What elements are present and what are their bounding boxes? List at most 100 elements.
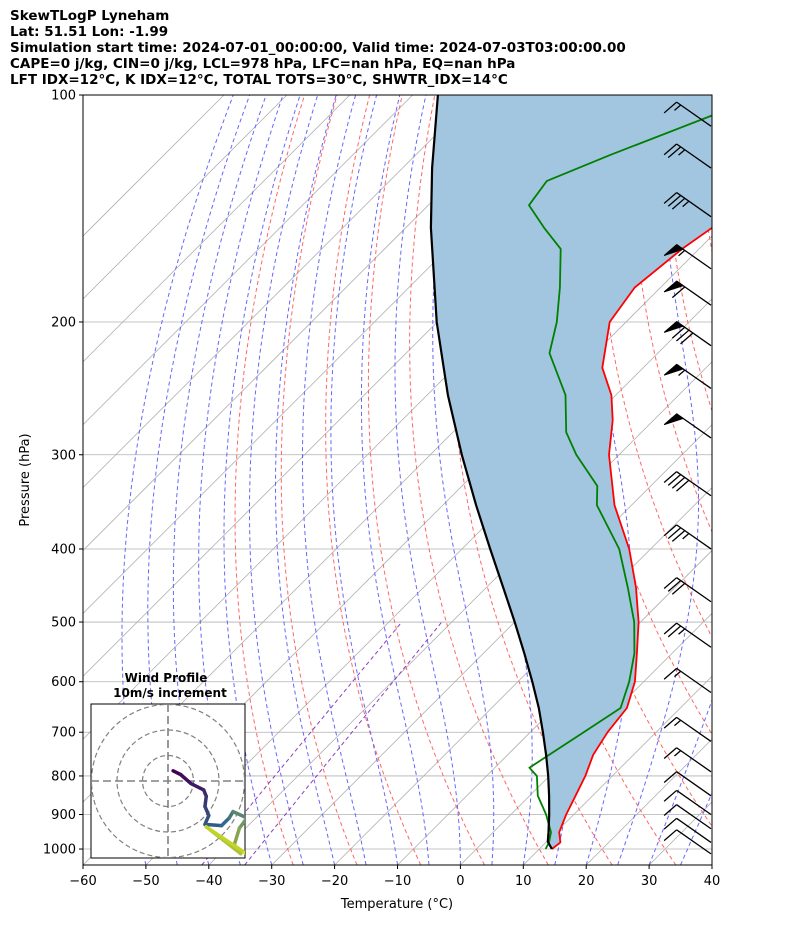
barb-staff (676, 747, 712, 773)
dry-adiabat (325, 95, 422, 865)
barb-full (663, 524, 678, 537)
wind-barb (663, 320, 712, 347)
barb-full (663, 747, 678, 760)
barb-full (663, 716, 678, 729)
wind-barb (663, 817, 712, 843)
barb-staff (676, 667, 712, 694)
chart-header: SkewTLogP Lyneham Lat: 51.51 Lon: -1.99 … (10, 8, 626, 88)
isotherm (271, 424, 712, 865)
barb-full (667, 527, 682, 540)
inset-subtitle: 10m/s increment (113, 686, 227, 700)
inset-title: Wind Profile (125, 671, 208, 685)
wind-barb (663, 244, 712, 270)
hodograph-segment (189, 781, 206, 792)
barb-staff (676, 771, 712, 797)
barb-staff (676, 192, 712, 218)
moist-adiabat (249, 95, 319, 865)
moist-adiabat (223, 95, 301, 865)
barb-full (671, 326, 686, 339)
barb-full (680, 332, 694, 345)
moist-adiabat (394, 95, 461, 865)
barb-half (682, 532, 690, 540)
moist-adiabat (648, 698, 712, 865)
moist-adiabat (432, 95, 495, 865)
dry-adiabat (629, 95, 712, 533)
wind-barb (663, 363, 712, 389)
cape-text: CAPE=0 j/kg, CIN=0 j/kg, LCL=978 hPa, LF… (10, 56, 516, 72)
x-tick-label: 10 (515, 874, 532, 889)
index-text: LFT IDX=12°C, K IDX=12°C, TOTAL TOTS=30°… (10, 72, 508, 88)
barb-full (663, 622, 678, 635)
dry-adiabat (409, 95, 549, 865)
barb-staff (676, 101, 712, 127)
barb-full (663, 577, 678, 589)
barb-staff (676, 577, 712, 603)
isotherm (83, 95, 225, 237)
barb-half (678, 628, 686, 635)
y-tick-label: 300 (51, 448, 76, 463)
temperature-line (551, 226, 712, 850)
y-tick-label: 700 (51, 726, 76, 741)
parcel-line (429, 95, 553, 850)
barb-half (674, 750, 682, 757)
location-text: Lat: 51.51 Lon: -1.99 (10, 24, 169, 40)
barb-staff (676, 829, 712, 855)
isotherm (83, 95, 288, 300)
y-tick-label: 200 (51, 315, 76, 330)
hodograph-ring (91, 704, 245, 858)
dry-adiabat (367, 95, 485, 865)
barb-flag (663, 363, 685, 376)
barb-full (663, 771, 678, 784)
moist-adiabat (617, 95, 699, 865)
barb-full (663, 143, 678, 156)
hodograph (91, 704, 245, 858)
time-text: Simulation start time: 2024-07-01_00:00:… (10, 40, 626, 56)
x-tick-label: 20 (578, 874, 595, 889)
x-tick-label: −40 (195, 874, 222, 889)
barb-full (671, 582, 686, 595)
chart-title: SkewTLogP Lyneham (10, 8, 170, 24)
wind-barb (663, 804, 712, 830)
wind-barb (663, 101, 712, 127)
hodograph-segment (232, 826, 242, 847)
dry-adiabat (728, 95, 794, 865)
plot-area (83, 95, 794, 865)
barb-full (671, 286, 686, 299)
moist-adiabat (361, 95, 430, 865)
isotherm (711, 864, 712, 865)
barb-full (663, 101, 678, 114)
barb-full (676, 479, 690, 492)
dry-adiabat (761, 95, 794, 865)
barb-full (671, 197, 686, 210)
wind-barb (663, 524, 712, 550)
wind-barb (663, 747, 712, 773)
barb-staff (676, 789, 712, 816)
isotherm (83, 95, 476, 489)
y-axis-label: Pressure (hPa) (18, 433, 33, 526)
barb-full (671, 530, 686, 542)
barb-flag (663, 244, 685, 256)
wind-barbs (663, 101, 712, 855)
x-axis-label: Temperature (°C) (340, 897, 453, 912)
x-tick-label: −20 (321, 874, 348, 889)
hodograph-segment (219, 816, 231, 828)
dewpoint-line (528, 114, 712, 850)
barb-half (678, 149, 686, 156)
x-tick-label: −60 (69, 874, 96, 889)
y-tick-label: 800 (51, 769, 76, 784)
y-tick-label: 900 (51, 808, 76, 823)
moist-adiabat (172, 95, 267, 865)
barb-staff (676, 716, 712, 742)
barb-staff (676, 817, 712, 843)
moist-adiabat (330, 95, 398, 865)
barb-half (678, 249, 686, 257)
isotherm (83, 95, 351, 363)
wind-barb (663, 829, 712, 855)
barb-staff (676, 622, 712, 648)
cin-shading (430, 95, 712, 849)
barb-full (667, 474, 682, 486)
wind-barb (663, 413, 712, 439)
barb-full (667, 194, 682, 207)
x-tick-label: −30 (258, 874, 285, 889)
